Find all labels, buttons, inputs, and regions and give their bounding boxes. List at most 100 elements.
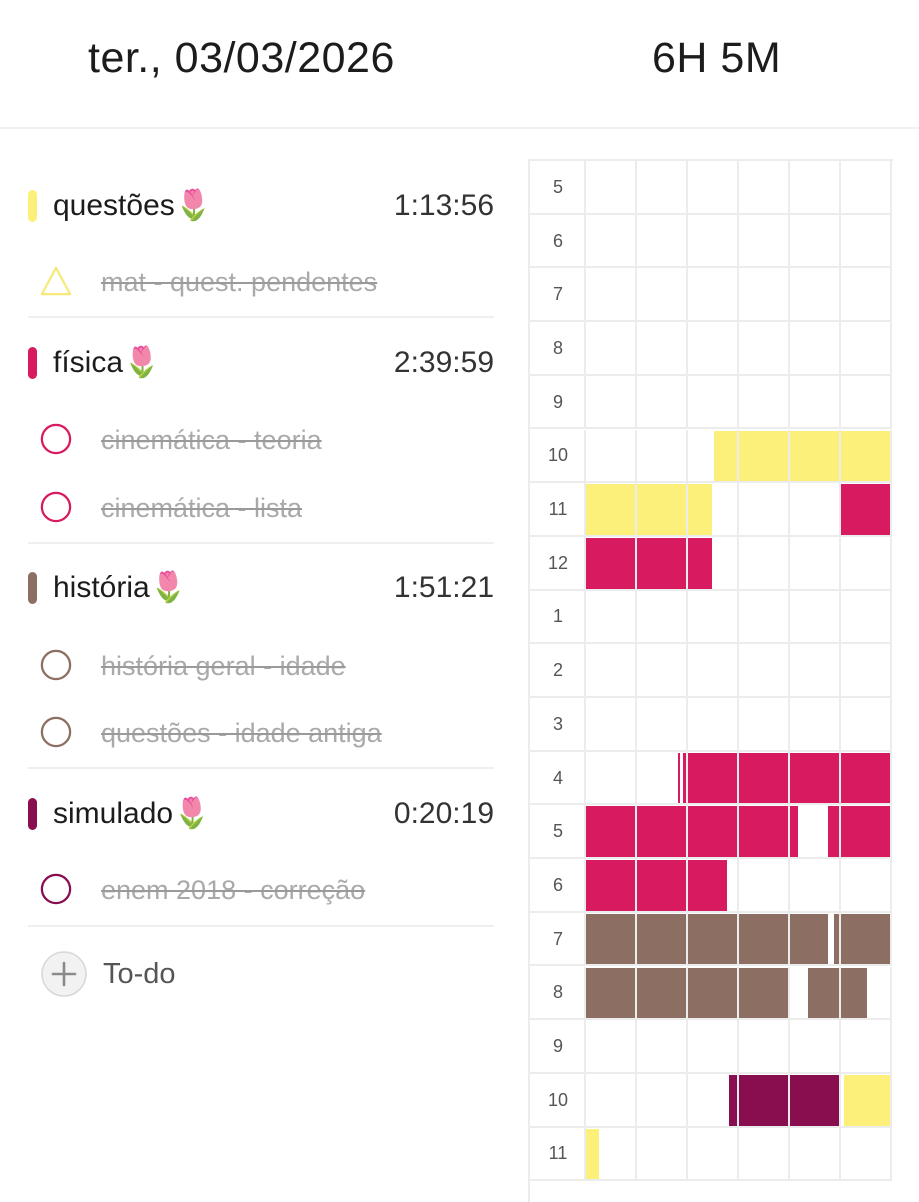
time-slot-cell[interactable] <box>739 536 790 591</box>
time-slot-cell[interactable] <box>739 859 790 913</box>
session-block-historia[interactable] <box>688 967 737 1019</box>
time-slot-cell[interactable] <box>841 859 892 913</box>
time-slot-cell[interactable] <box>790 859 841 913</box>
session-block-fisica[interactable] <box>790 752 839 804</box>
session-block-simulado[interactable] <box>728 1074 737 1126</box>
time-slot-cell[interactable] <box>739 268 790 323</box>
time-slot-cell[interactable] <box>637 429 688 484</box>
time-slot-cell[interactable] <box>688 322 739 376</box>
time-slot-cell[interactable] <box>586 1073 637 1128</box>
time-slot-cell[interactable] <box>637 590 688 645</box>
session-block-fisica[interactable] <box>682 752 686 804</box>
session-block-fisica[interactable] <box>688 806 737 858</box>
session-block-questoes[interactable] <box>713 430 737 482</box>
group-header-historia[interactable]: história🌷 1:51:21 <box>28 568 494 608</box>
time-slot-cell[interactable] <box>688 268 739 323</box>
session-block-fisica[interactable] <box>739 752 788 804</box>
plus-circle-icon[interactable] <box>40 950 88 998</box>
session-block-fisica[interactable] <box>637 860 686 911</box>
time-slot-cell[interactable] <box>841 322 892 376</box>
time-slot-cell[interactable] <box>790 161 841 215</box>
session-block-fisica[interactable] <box>637 806 686 858</box>
time-slot-cell[interactable] <box>637 322 688 376</box>
time-slot-cell[interactable] <box>637 375 688 430</box>
time-slot-cell[interactable] <box>688 698 739 752</box>
session-block-fisica[interactable] <box>688 537 712 589</box>
session-block-questoes[interactable] <box>688 484 712 535</box>
session-block-historia[interactable] <box>586 913 635 965</box>
circle-outline-icon[interactable] <box>40 873 72 905</box>
time-slot-cell[interactable] <box>790 483 841 537</box>
time-slot-cell[interactable] <box>637 161 688 215</box>
time-slot-cell[interactable] <box>586 214 637 269</box>
time-slot-cell[interactable] <box>688 1020 739 1074</box>
time-slot-cell[interactable] <box>637 268 688 323</box>
session-block-questoes[interactable] <box>586 484 635 535</box>
session-block-simulado[interactable] <box>739 1074 788 1126</box>
session-block-historia[interactable] <box>790 913 828 965</box>
task-item[interactable]: mat - quest. pendentes <box>40 262 500 306</box>
time-slot-cell[interactable] <box>790 536 841 591</box>
circle-outline-icon[interactable] <box>40 649 72 681</box>
time-slot-cell[interactable] <box>586 1020 637 1074</box>
time-slot-cell[interactable] <box>586 268 637 323</box>
time-slot-cell[interactable] <box>841 536 892 591</box>
task-item[interactable]: cinemática - lista <box>40 488 500 532</box>
time-slot-cell[interactable] <box>739 214 790 269</box>
time-slot-cell[interactable] <box>841 698 892 752</box>
group-header-questoes[interactable]: questões🌷 1:13:56 <box>28 186 494 226</box>
time-slot-cell[interactable] <box>688 644 739 698</box>
session-block-fisica[interactable] <box>790 806 799 858</box>
session-block-questoes[interactable] <box>841 430 890 482</box>
time-slot-cell[interactable] <box>586 429 637 484</box>
circle-outline-icon[interactable] <box>40 423 72 455</box>
session-block-fisica[interactable] <box>841 484 890 535</box>
time-slot-cell[interactable] <box>739 1127 790 1182</box>
time-slot-cell[interactable] <box>688 214 739 269</box>
time-slot-cell[interactable] <box>739 644 790 698</box>
time-slot-cell[interactable] <box>739 322 790 376</box>
time-slot-cell[interactable] <box>688 590 739 645</box>
time-slot-cell[interactable] <box>841 161 892 215</box>
task-item[interactable]: cinemática - teoria <box>40 420 500 464</box>
session-block-historia[interactable] <box>739 913 788 965</box>
time-slot-cell[interactable] <box>841 375 892 430</box>
time-slot-cell[interactable] <box>586 322 637 376</box>
time-slot-cell[interactable] <box>688 1127 739 1182</box>
session-block-questoes[interactable] <box>790 430 839 482</box>
time-slot-cell[interactable] <box>586 698 637 752</box>
time-slot-cell[interactable] <box>586 161 637 215</box>
session-block-questoes[interactable] <box>637 484 686 535</box>
time-slot-cell[interactable] <box>790 214 841 269</box>
group-header-simulado[interactable]: simulado🌷 0:20:19 <box>28 794 494 834</box>
session-block-fisica[interactable] <box>688 860 727 911</box>
session-block-historia[interactable] <box>841 913 890 965</box>
session-block-fisica[interactable] <box>586 806 635 858</box>
time-slot-cell[interactable] <box>790 1127 841 1182</box>
session-block-historia[interactable] <box>739 967 788 1019</box>
time-slot-cell[interactable] <box>637 1020 688 1074</box>
time-slot-cell[interactable] <box>790 644 841 698</box>
session-block-historia[interactable] <box>637 913 686 965</box>
triangle-outline-icon[interactable] <box>40 265 72 297</box>
session-block-historia[interactable] <box>688 913 737 965</box>
time-slot-cell[interactable] <box>586 590 637 645</box>
time-slot-cell[interactable] <box>637 751 688 806</box>
session-block-historia[interactable] <box>807 967 839 1019</box>
circle-outline-icon[interactable] <box>40 716 72 748</box>
time-slot-cell[interactable] <box>739 698 790 752</box>
time-slot-cell[interactable] <box>637 1127 688 1182</box>
time-slot-cell[interactable] <box>790 322 841 376</box>
time-slot-cell[interactable] <box>637 698 688 752</box>
task-item[interactable]: história geral - idade <box>40 646 500 690</box>
time-slot-cell[interactable] <box>739 375 790 430</box>
task-item[interactable]: questões - idade antiga <box>40 713 500 757</box>
session-block-fisica[interactable] <box>586 860 635 911</box>
time-slot-cell[interactable] <box>790 1020 841 1074</box>
time-slot-cell[interactable] <box>739 161 790 215</box>
time-slot-cell[interactable] <box>637 644 688 698</box>
time-slot-cell[interactable] <box>739 590 790 645</box>
time-slot-cell[interactable] <box>586 644 637 698</box>
session-block-fisica[interactable] <box>841 806 890 858</box>
time-slot-cell[interactable] <box>586 375 637 430</box>
